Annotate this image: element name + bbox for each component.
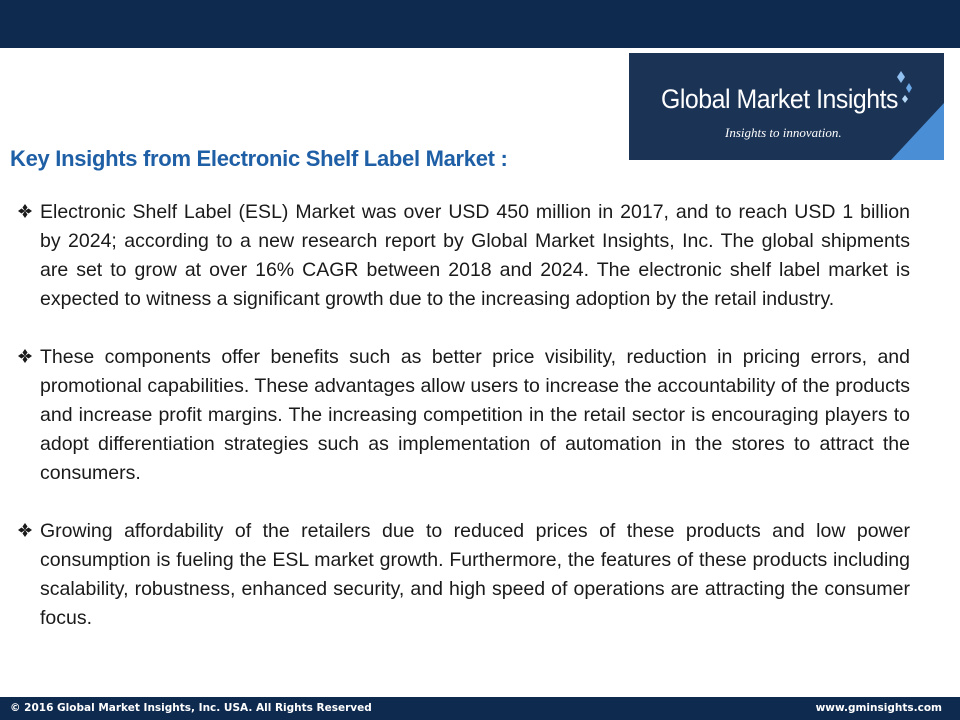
four-diamond-bullet-icon <box>18 349 32 363</box>
insight-list: Electronic Shelf Label (ESL) Market was … <box>10 198 910 662</box>
page-heading: Key Insights from Electronic Shelf Label… <box>10 146 508 171</box>
list-item: Electronic Shelf Label (ESL) Market was … <box>10 198 910 314</box>
logo-graphic <box>891 71 944 160</box>
logo-corner-triangle <box>891 103 944 160</box>
copyright-text: © 2016 Global Market Insights, Inc. USA.… <box>10 702 372 714</box>
logo-diamond <box>902 95 908 103</box>
four-diamond-bullet-icon <box>18 204 32 218</box>
footer-bar: © 2016 Global Market Insights, Inc. USA.… <box>0 697 960 720</box>
logo-diamond <box>906 83 912 93</box>
bullet-text: Growing affordability of the retailers d… <box>40 520 910 629</box>
bullet-text: These components offer benefits such as … <box>40 346 910 484</box>
logo-diamond <box>897 71 905 83</box>
logo-tagline: Insights to innovation. <box>725 125 842 140</box>
list-item: Growing affordability of the retailers d… <box>10 517 910 633</box>
global-market-insights-logo: Global Market Insights Insights to innov… <box>629 53 944 160</box>
top-banner-bar <box>0 0 960 48</box>
logo-title: Global Market Insights <box>661 84 899 114</box>
bullet-text: Electronic Shelf Label (ESL) Market was … <box>40 201 910 310</box>
website-link[interactable]: www.gminsights.com <box>815 702 942 714</box>
list-item: These components offer benefits such as … <box>10 343 910 488</box>
four-diamond-bullet-icon <box>18 523 32 537</box>
